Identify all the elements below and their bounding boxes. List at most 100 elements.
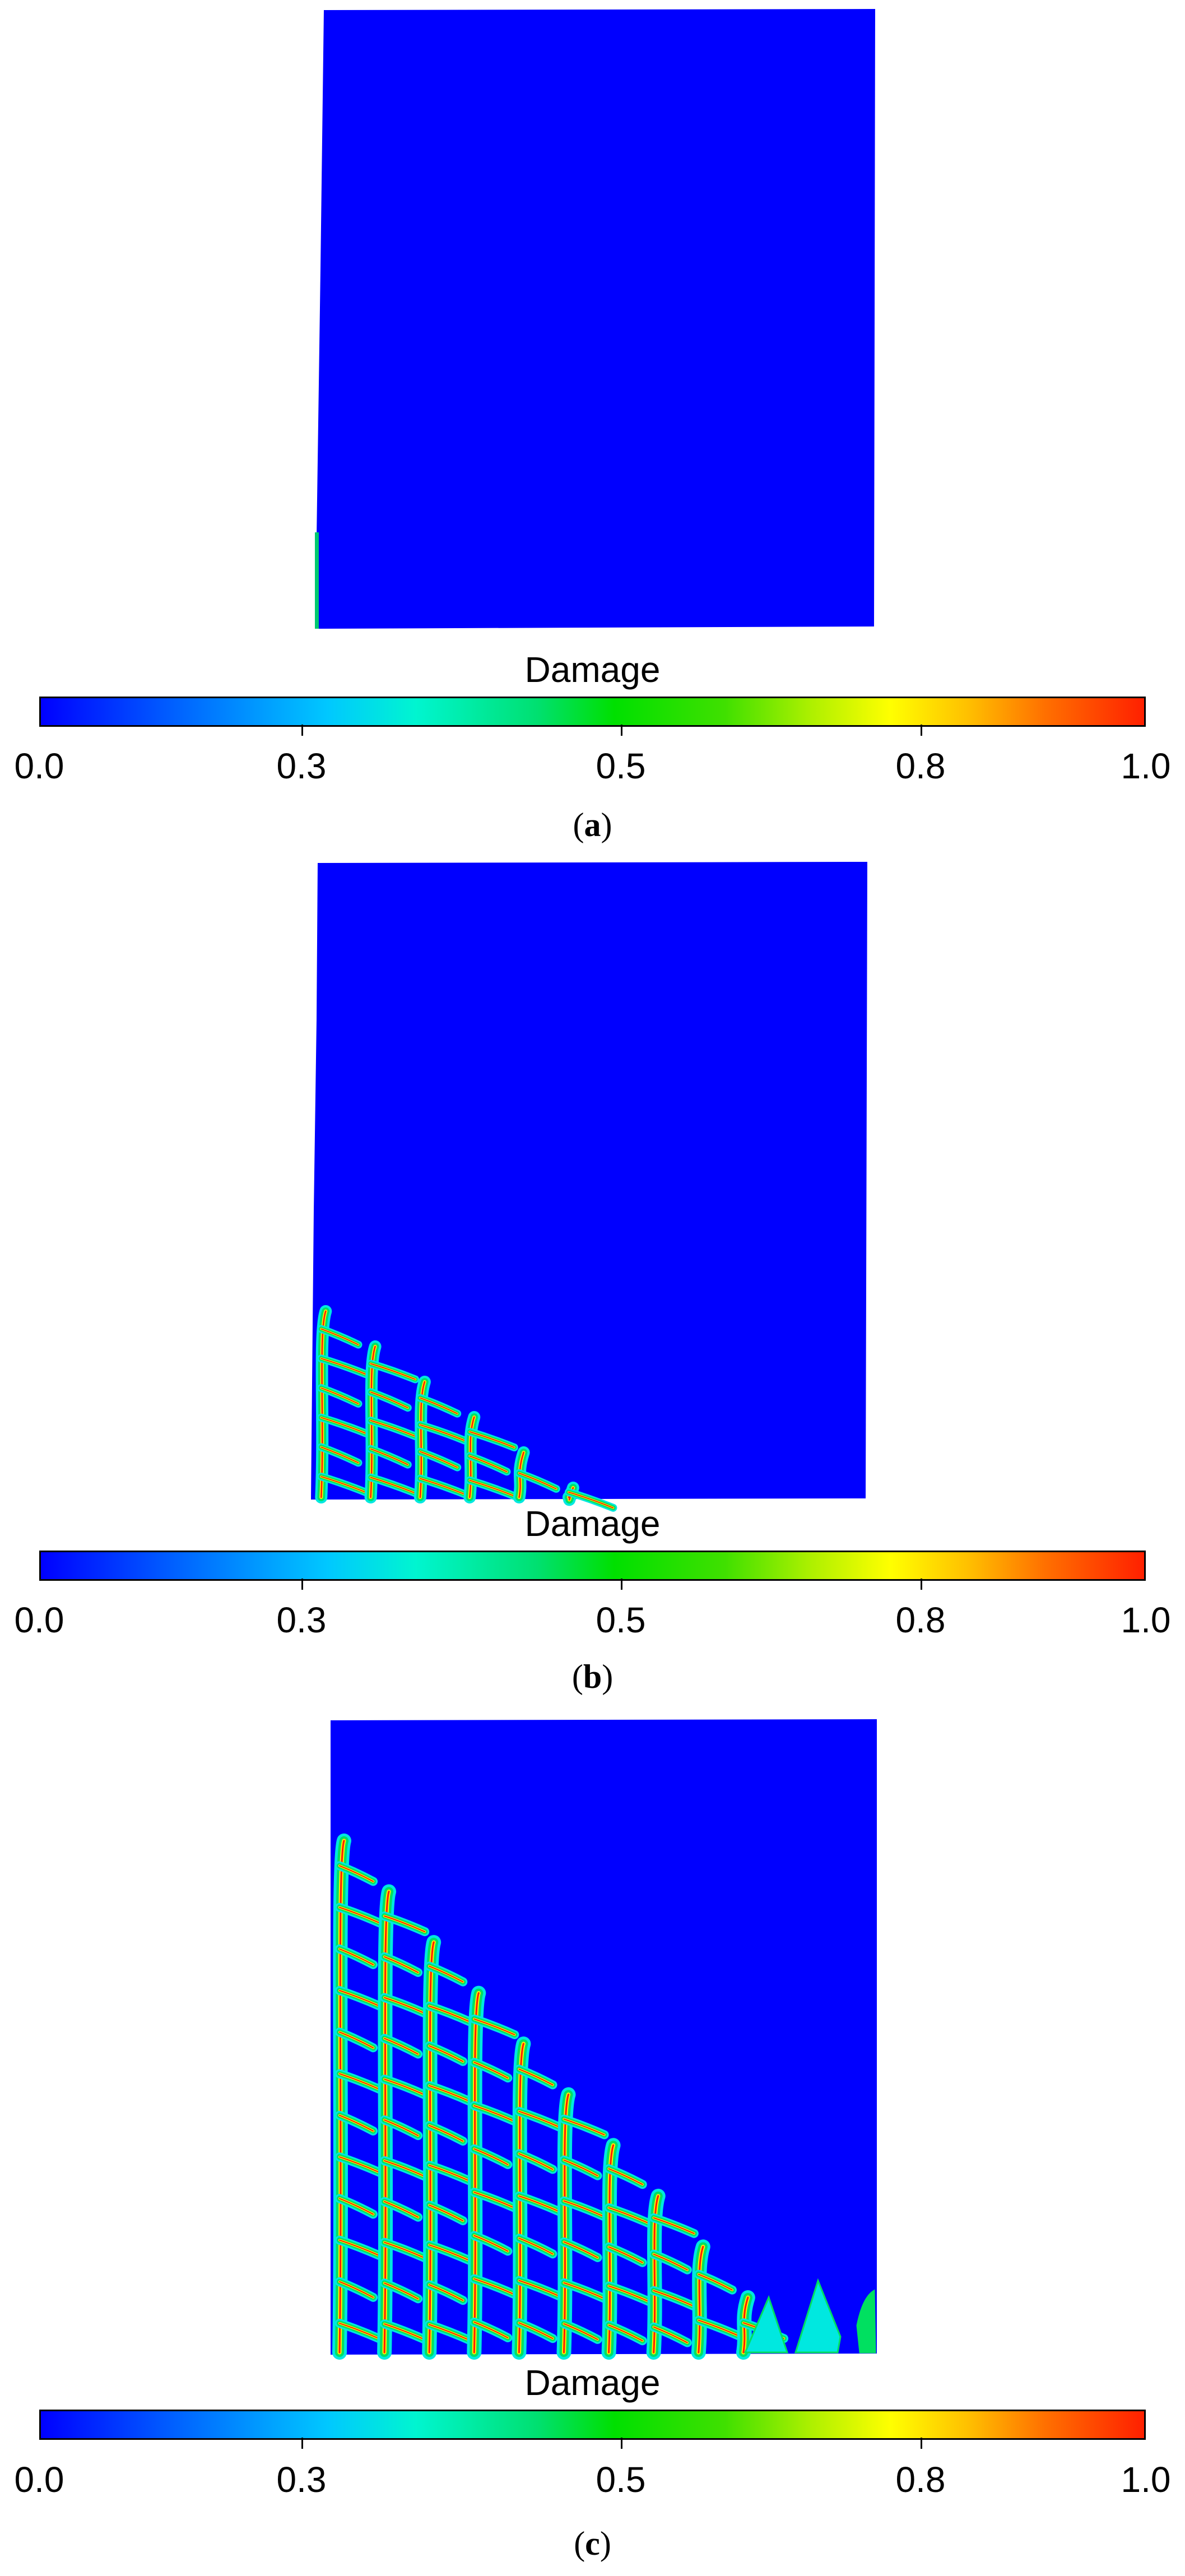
tick-label: 0.0 <box>14 2459 64 2500</box>
crack-band <box>563 2282 605 2299</box>
crack-band <box>384 2078 426 2096</box>
crack-band <box>518 1473 557 1489</box>
crack-band <box>608 2246 643 2263</box>
crack-band <box>469 1431 515 1448</box>
crack-band <box>563 2323 598 2340</box>
colorbar-tick <box>301 2438 303 2449</box>
crack-band <box>339 1948 374 1965</box>
crack-band <box>473 2105 515 2122</box>
colorbar <box>39 2410 1146 2440</box>
crack-band <box>429 2284 464 2301</box>
specimen-domain <box>315 9 875 629</box>
crack-band <box>429 2005 471 2022</box>
crack-band <box>384 2119 419 2137</box>
crack-band <box>518 2322 554 2340</box>
crack-band <box>518 2238 554 2255</box>
crack-band <box>653 2217 695 2234</box>
crack-band <box>563 2241 598 2258</box>
damage-contour-plot-c <box>331 1719 877 2360</box>
crack-band <box>563 2118 605 2136</box>
crack-band <box>429 2165 471 2182</box>
damage-wedge <box>794 2278 842 2354</box>
crack-band <box>420 1397 458 1414</box>
crack-band <box>698 2273 733 2291</box>
crack-band <box>473 1992 480 2354</box>
colorbar-title: Damage <box>524 2363 661 2403</box>
crack-band <box>339 2198 374 2215</box>
crack-band <box>608 2285 650 2303</box>
tick-label: 0.5 <box>596 746 646 786</box>
crack-band <box>473 2018 515 2035</box>
panel-a: Damage 0.0 0.3 0.5 0.8 1.0 (a) <box>0 0 1185 852</box>
crack-band <box>608 2207 650 2224</box>
colorbar-title: Damage <box>524 649 661 690</box>
crack-network <box>315 1305 617 1512</box>
crack-band <box>339 2156 381 2174</box>
caption-a: (a) <box>573 806 612 843</box>
panel-b: Damage 0.0 0.3 0.5 0.8 1.0 (b) <box>0 852 1185 1704</box>
crack-band <box>320 1328 359 1345</box>
crack-band <box>339 2031 374 2049</box>
crack-band <box>420 1424 466 1441</box>
crack-band <box>339 1906 381 1924</box>
crack-band <box>469 1455 508 1473</box>
crack-band <box>429 2244 471 2262</box>
crack-band <box>339 2239 381 2257</box>
colorbar <box>39 1551 1146 1581</box>
crack-band <box>370 1363 416 1380</box>
crack-band <box>429 2085 471 2102</box>
specimen-domain <box>331 1719 877 2355</box>
crack-band <box>429 1965 464 1983</box>
crack-band <box>384 1956 419 1973</box>
crack-band <box>653 2253 688 2271</box>
crack-band <box>473 2278 515 2295</box>
crack-band <box>370 1448 408 1465</box>
crack-band <box>518 2195 560 2212</box>
crack-band <box>473 2148 509 2165</box>
crack-band <box>320 1476 366 1493</box>
tick-label: 0.3 <box>276 2459 327 2500</box>
damage-wedge <box>856 2289 876 2354</box>
crack-band <box>473 2235 509 2252</box>
tick-label: 1.0 <box>1121 2459 1171 2500</box>
crack-band <box>563 2094 570 2354</box>
crack-band <box>320 1358 366 1375</box>
colorbar-tick <box>301 725 303 736</box>
crack-band <box>563 2200 605 2217</box>
tick-label: 0.5 <box>596 1600 646 1640</box>
crack-band <box>320 1446 359 1464</box>
crack-band <box>320 1387 359 1404</box>
crack-band <box>384 1997 426 2014</box>
tick-label: 1.0 <box>1121 1600 1171 1640</box>
crack-band <box>339 2114 374 2132</box>
specimen-domain <box>311 862 867 1500</box>
crack-band <box>568 1491 614 1509</box>
crack-band <box>339 2281 374 2298</box>
damage-wedge <box>743 2295 789 2354</box>
edge-crack <box>315 532 319 629</box>
crack-band <box>518 2110 560 2128</box>
panel-c: Damage 0.0 0.3 0.5 0.8 1.0 (c) <box>0 1704 1185 2576</box>
crack-band <box>429 2204 464 2222</box>
crack-band <box>339 2323 381 2340</box>
crack-band <box>698 2245 704 2354</box>
crack-band <box>518 2280 560 2297</box>
crack-band <box>473 2062 509 2079</box>
crack-band <box>339 1990 381 2007</box>
crack-band <box>698 2319 740 2337</box>
crack-band <box>653 2326 688 2343</box>
tick-label: 0.8 <box>895 746 946 786</box>
caption-b: (b) <box>571 1658 614 1695</box>
crack-band <box>473 2192 515 2209</box>
crack-band <box>384 1915 426 1933</box>
crack-band <box>518 2068 554 2086</box>
tick-label: 0.3 <box>276 1600 327 1640</box>
crack-band <box>518 2043 524 2354</box>
colorbar-tick <box>621 1579 622 1590</box>
colorbar-tick <box>921 2438 922 2449</box>
colorbar-tick <box>621 725 622 736</box>
crack-band <box>420 1478 466 1495</box>
crack-band <box>370 1420 416 1437</box>
crack-band <box>370 1477 416 1494</box>
crack-band <box>429 2324 471 2341</box>
